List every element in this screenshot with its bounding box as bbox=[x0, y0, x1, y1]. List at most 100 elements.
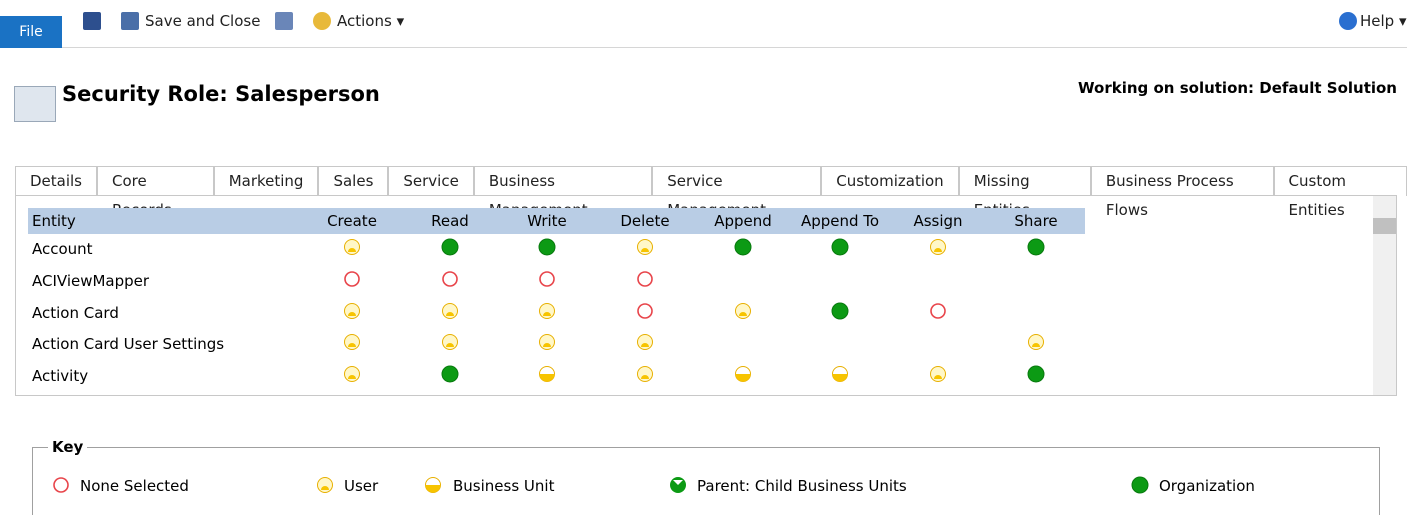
level-icon-bu bbox=[539, 366, 555, 382]
level-icon-user bbox=[930, 366, 946, 382]
ring bbox=[930, 366, 946, 382]
tab[interactable]: Missing Entities bbox=[958, 166, 1091, 219]
dot bbox=[1027, 238, 1045, 256]
dot bbox=[538, 238, 556, 256]
level-icon-org bbox=[441, 238, 459, 256]
ring bbox=[442, 303, 458, 319]
level-icon-user bbox=[637, 334, 653, 350]
dot bbox=[1027, 365, 1045, 383]
level-icon-user bbox=[344, 239, 360, 255]
entity-name: Account bbox=[32, 240, 93, 258]
column-header: Read bbox=[431, 212, 469, 230]
dot bbox=[831, 238, 849, 256]
key-label: None Selected bbox=[80, 477, 189, 495]
entity-name: Action Card bbox=[32, 304, 119, 322]
level-icon-none bbox=[637, 303, 653, 319]
ring bbox=[539, 334, 555, 350]
dot bbox=[831, 302, 849, 320]
level-icon-org bbox=[538, 238, 556, 256]
entity-name: Action Card User Settings bbox=[32, 335, 225, 353]
half bbox=[425, 485, 441, 493]
ring bbox=[53, 477, 69, 493]
ring bbox=[344, 366, 360, 382]
wedge bbox=[446, 343, 454, 347]
ring bbox=[344, 303, 360, 319]
scrollbar[interactable] bbox=[1373, 196, 1396, 395]
ring bbox=[930, 303, 946, 319]
tab[interactable]: Sales bbox=[318, 166, 389, 196]
level-icon-org bbox=[1131, 476, 1149, 494]
save-close-button[interactable]: Save and Close bbox=[121, 10, 260, 32]
wedge bbox=[446, 312, 454, 316]
half bbox=[735, 374, 751, 382]
wedge bbox=[543, 343, 551, 347]
key-label: Business Unit bbox=[453, 477, 555, 495]
level-icon-user bbox=[539, 303, 555, 319]
tab[interactable]: Service Management bbox=[652, 166, 822, 219]
dot bbox=[441, 365, 459, 383]
dot bbox=[734, 238, 752, 256]
half bbox=[539, 374, 555, 382]
entity-name: Activity bbox=[32, 367, 89, 385]
wedge bbox=[543, 312, 551, 316]
wedge bbox=[934, 375, 942, 379]
column-header: Delete bbox=[620, 212, 670, 230]
key-label: Organization bbox=[1159, 477, 1255, 495]
role-icon bbox=[14, 86, 56, 122]
entity-name: ACIViewMapper bbox=[32, 272, 150, 290]
level-icon-org bbox=[441, 365, 459, 383]
level-icon-bu bbox=[735, 366, 751, 382]
key-label: Parent: Child Business Units bbox=[697, 477, 907, 495]
save-close-label: Save and Close bbox=[145, 12, 261, 30]
scroll-thumb[interactable] bbox=[1373, 218, 1396, 234]
ring bbox=[637, 239, 653, 255]
level-icon-none bbox=[539, 271, 555, 287]
tab[interactable]: Core Records bbox=[97, 166, 214, 219]
wedge bbox=[641, 375, 649, 379]
level-icon-bu bbox=[425, 477, 441, 493]
ring bbox=[344, 334, 360, 350]
tab[interactable]: Business Process Flows bbox=[1090, 166, 1274, 219]
level-icon-none bbox=[637, 271, 653, 287]
tab[interactable]: Details bbox=[15, 166, 98, 196]
file-button[interactable]: File bbox=[0, 16, 62, 48]
tab[interactable]: Business Management bbox=[473, 166, 653, 219]
level-icon-none bbox=[930, 303, 946, 319]
tab[interactable]: Service bbox=[388, 166, 474, 196]
column-header: Create bbox=[327, 212, 377, 230]
actions-button[interactable]: Actions ▾ bbox=[313, 10, 404, 32]
tab[interactable]: Custom Entities bbox=[1273, 166, 1407, 219]
privilege-panel bbox=[15, 195, 1397, 396]
column-header: Write bbox=[527, 212, 567, 230]
ring bbox=[637, 366, 653, 382]
level-icon-parent bbox=[670, 477, 686, 493]
toolbar: File Save and Close Actions ▾ Help ▾ bbox=[0, 0, 1407, 48]
save-button[interactable] bbox=[83, 10, 107, 32]
level-icon-user bbox=[1028, 334, 1044, 350]
page-title: Security Role: Salesperson bbox=[62, 82, 380, 106]
column-header: Append bbox=[714, 212, 772, 230]
dot bbox=[441, 238, 459, 256]
key-title: Key bbox=[48, 438, 88, 456]
level-icon-user bbox=[735, 303, 751, 319]
tab[interactable]: Customization bbox=[821, 166, 959, 196]
ring bbox=[442, 334, 458, 350]
solution-label: Working on solution: Default Solution bbox=[1078, 79, 1397, 97]
wedge bbox=[739, 312, 747, 316]
level-icon-user bbox=[930, 239, 946, 255]
level-icon-org bbox=[1027, 365, 1045, 383]
save-new-button[interactable] bbox=[275, 10, 299, 32]
ring bbox=[344, 239, 360, 255]
ring bbox=[637, 271, 653, 287]
level-icon-org bbox=[734, 238, 752, 256]
tab[interactable]: Marketing bbox=[213, 166, 319, 196]
level-icon-none bbox=[442, 271, 458, 287]
ring bbox=[442, 271, 458, 287]
help-button[interactable]: Help ▾ bbox=[1339, 10, 1407, 32]
dot bbox=[1131, 476, 1149, 494]
wedge bbox=[348, 312, 356, 316]
level-icon-none bbox=[344, 271, 360, 287]
wedge bbox=[348, 343, 356, 347]
